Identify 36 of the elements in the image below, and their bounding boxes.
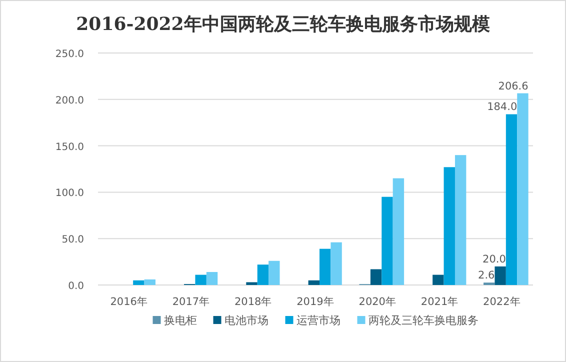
bar — [506, 114, 518, 285]
bar — [392, 178, 404, 285]
bar — [370, 269, 382, 285]
x-tick-label: 2017年 — [172, 296, 210, 308]
legend-label: 运营市场 — [296, 314, 340, 327]
y-tick-label: 200.0 — [55, 95, 84, 106]
x-tick-label: 2016年 — [110, 296, 148, 308]
bar — [330, 242, 342, 285]
chart-title: 2016-2022年中国两轮及三轮车换电服务市场规模 — [76, 14, 490, 35]
x-tick-label: 2021年 — [420, 296, 459, 308]
bar — [195, 274, 206, 285]
x-tick-label: 2022年 — [483, 296, 521, 308]
bar — [133, 280, 144, 285]
bar — [517, 93, 528, 285]
bar — [444, 167, 455, 285]
x-tick-label: 2019年 — [296, 296, 334, 308]
legend-label: 电池市场 — [224, 314, 268, 327]
bar — [382, 196, 393, 285]
bar — [257, 264, 269, 285]
bar — [268, 260, 280, 285]
legend-label: 换电柜 — [164, 314, 197, 327]
bar — [320, 248, 331, 285]
x-tick-label: 2018年 — [234, 296, 272, 308]
y-tick-label: 50.0 — [62, 234, 84, 246]
x-tick-label: 2020年 — [358, 296, 397, 308]
bar — [206, 272, 218, 285]
bar — [246, 282, 258, 285]
bar — [432, 274, 444, 285]
bar — [454, 155, 466, 285]
y-tick-label: 100.0 — [55, 188, 84, 200]
y-tick-label: 0.0 — [68, 281, 84, 292]
bar — [494, 266, 506, 285]
y-tick-label: 150.0 — [55, 142, 84, 153]
bar — [144, 279, 156, 285]
y-tick-label: 250.0 — [55, 49, 84, 60]
bar — [308, 280, 320, 285]
